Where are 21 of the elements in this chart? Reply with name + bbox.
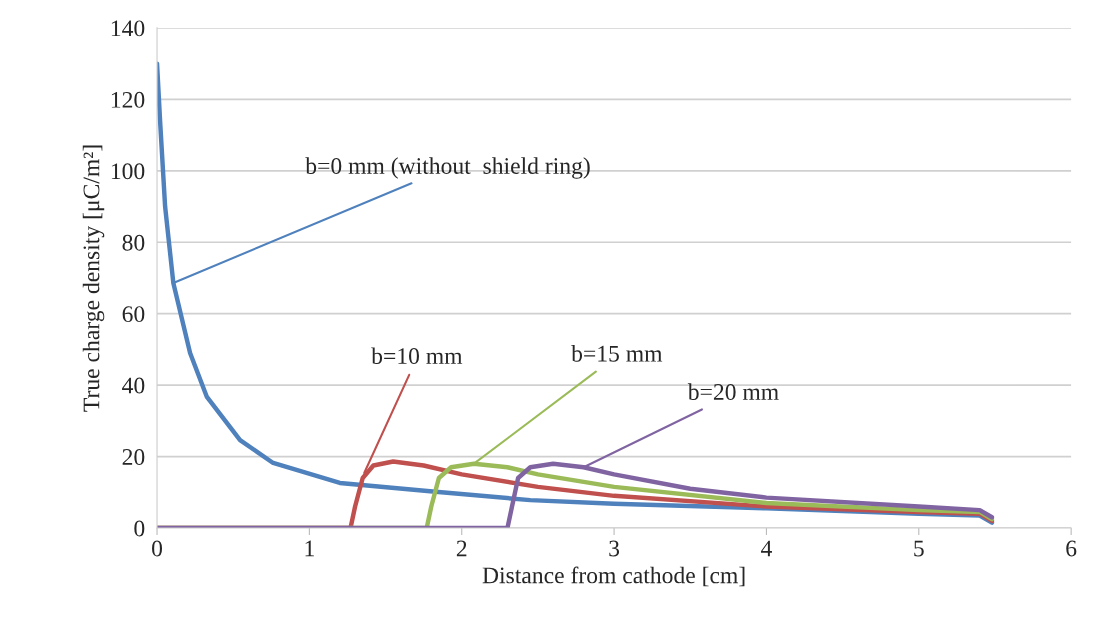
annotation: b=20 mm [687, 383, 779, 400]
y-tick-label: 140 [111, 20, 145, 37]
annotation: b=0 mm (without shield ring) [305, 157, 590, 179]
annotation: b=15 mm [571, 345, 663, 362]
y-tick-label: 20 [122, 449, 145, 465]
y-tick-label: 120 [111, 91, 145, 108]
x-tick-label: 5 [914, 540, 924, 557]
x-tick-label: 6 [1066, 540, 1077, 557]
x-tick-label: 3 [609, 540, 620, 557]
y-tick-label: 80 [122, 234, 145, 251]
y-tick-label: 60 [122, 306, 145, 323]
x-tick-label: 0 [152, 540, 163, 557]
x-tick-label: 2 [456, 540, 467, 557]
x-tick-label: 1 [305, 540, 314, 557]
y-axis-title: True charge density [μC/m²] [82, 145, 105, 412]
y-tick-label: 100 [111, 163, 145, 180]
y-tick-label: 0 [134, 520, 145, 537]
annotation: b=10 mm [371, 347, 463, 365]
y-tick-label: 40 [122, 377, 145, 394]
x-axis-title: Distance from cathode [cm] [482, 566, 745, 587]
x-tick-label: 4 [761, 540, 772, 557]
